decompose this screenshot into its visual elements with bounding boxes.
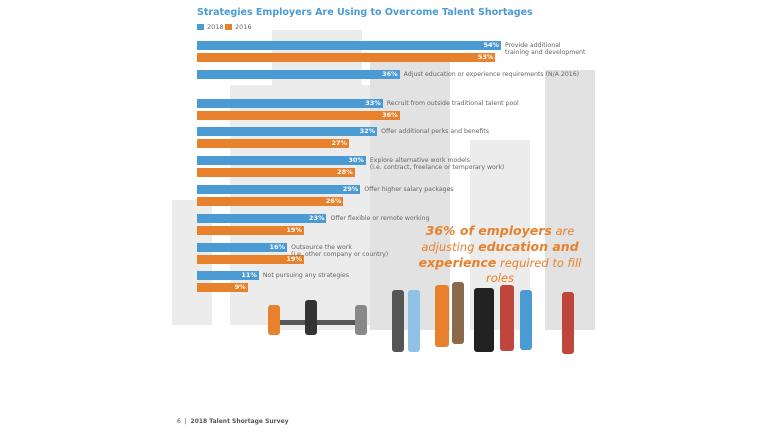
bar-2018-7: 16% [197, 243, 288, 252]
bar-2016-4: 28% [197, 168, 355, 177]
category-label: Not pursuing any strategies [263, 272, 349, 279]
legend-2016: 2016 [225, 23, 252, 31]
callout-text: 36% of employers are adjusting education… [418, 223, 582, 285]
bar-2018-1: 36% [197, 70, 400, 79]
category-label-line: Offer flexible or remote working [330, 215, 430, 222]
category-label: Adjust education or experience requireme… [404, 71, 579, 78]
bar-2016-7: 19% [197, 255, 304, 264]
bar-2016-3: 27% [197, 139, 349, 148]
bar-2016-5: 26% [197, 197, 344, 206]
category-label-line: (i.e. other company or country) [291, 251, 389, 258]
footer: 6 | 2018 Talent Shortage Survey [177, 418, 289, 425]
bar-2016-0: 53% [197, 53, 496, 62]
category-label: Outsource the work (i.e. other company or… [291, 244, 388, 258]
category-label: Explore alternative work models (i.e. con… [370, 157, 504, 171]
category-label-line: Offer higher salary packages [364, 186, 454, 193]
category-label: Offer additional perks and benefits [381, 128, 489, 135]
category-label: Provide additional training and developme… [505, 42, 585, 56]
category-label-line: Provide additional [505, 42, 561, 49]
category-label-line: Recruit from outside traditional talent … [386, 100, 519, 107]
category-label-line: (i.e. contract, freelance or temporary w… [369, 164, 505, 171]
category-label: Offer flexible or remote working [330, 215, 429, 222]
category-label: Recruit from outside traditional talent … [387, 100, 519, 107]
category-label-line: training and development [505, 49, 586, 56]
category-label-line: Offer additional perks and benefits [381, 128, 489, 135]
category-label-line: Adjust education or experience requireme… [403, 71, 580, 78]
bar-2018-5: 29% [197, 185, 361, 194]
category-label-line: Explore alternative work models [369, 157, 470, 164]
bar-2016-6: 19% [197, 226, 304, 235]
bar-2016-2: 36% [197, 111, 400, 120]
category-label-line: Not pursuing any strategies [262, 272, 350, 279]
bar-2018-6: 23% [197, 214, 327, 223]
background-building [545, 70, 595, 330]
bar-2016-8: 9% [197, 283, 248, 292]
bar-2018-2: 33% [197, 99, 383, 108]
bar-2018-8: 11% [197, 271, 259, 280]
bar-2018-0: 54% [197, 41, 502, 50]
chart-title: Strategies Employers Are Using to Overco… [197, 7, 533, 18]
bar-2018-4: 30% [197, 156, 366, 165]
legend-2018: 2018 [197, 23, 224, 31]
category-label: Offer higher salary packages [364, 186, 453, 193]
category-label-line: Outsource the work [291, 244, 352, 251]
bar-2018-3: 32% [197, 127, 378, 136]
